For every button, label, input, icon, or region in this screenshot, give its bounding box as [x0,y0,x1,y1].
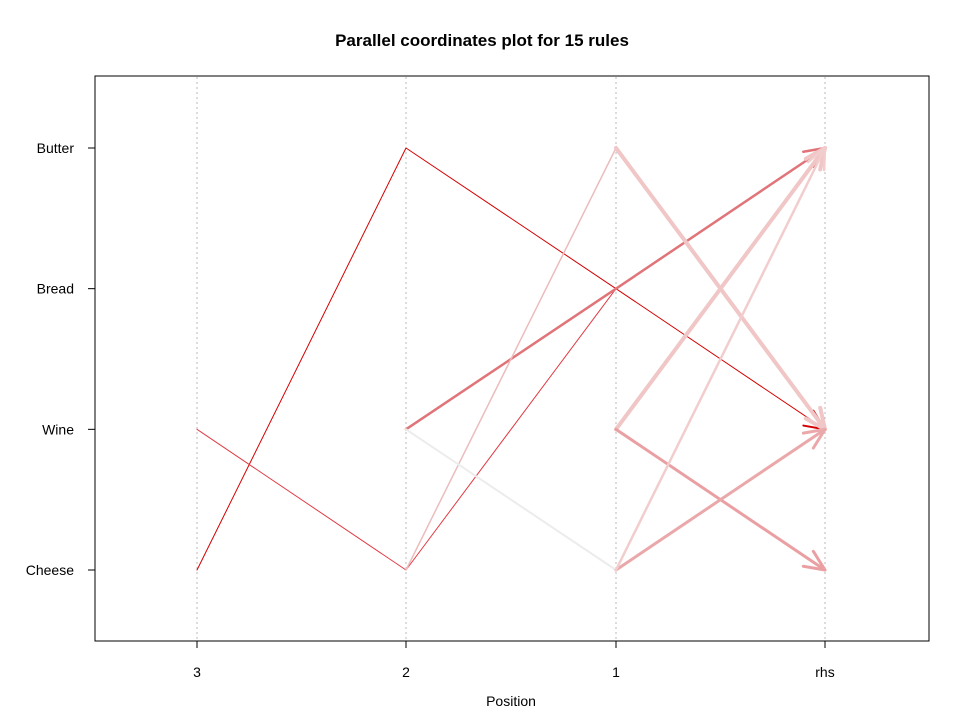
grid-lines [196,77,826,640]
x-tick-label-rhs: rhs [815,664,834,680]
x-tick-label-2: 2 [402,664,410,680]
x-tick-label-3: 3 [193,664,201,680]
rule-arrowhead-8 [801,549,827,572]
rule-line-7 [614,146,827,432]
x-axis: 3 2 1 rhs [193,641,835,680]
y-tick-label-wine: Wine [42,421,74,437]
x-axis-title: Position [486,693,536,709]
rule-arrowhead-9 [801,427,827,450]
plot-frame [94,75,930,642]
rule-arrowhead-10 [806,146,827,172]
rule-line-3 [404,146,827,431]
chart-title: Parallel coordinates plot for 15 rules [335,31,629,50]
rule-line-9 [614,427,827,572]
rule-line-10 [614,146,827,572]
y-tick-label-butter: Butter [37,140,75,156]
rule-lines [196,146,827,572]
y-tick-label-bread: Bread [37,281,74,297]
y-axis: Cheese Wine Bread Butter [26,140,95,578]
y-tick-label-cheese: Cheese [26,562,74,578]
x-tick-label-1: 1 [612,664,620,680]
